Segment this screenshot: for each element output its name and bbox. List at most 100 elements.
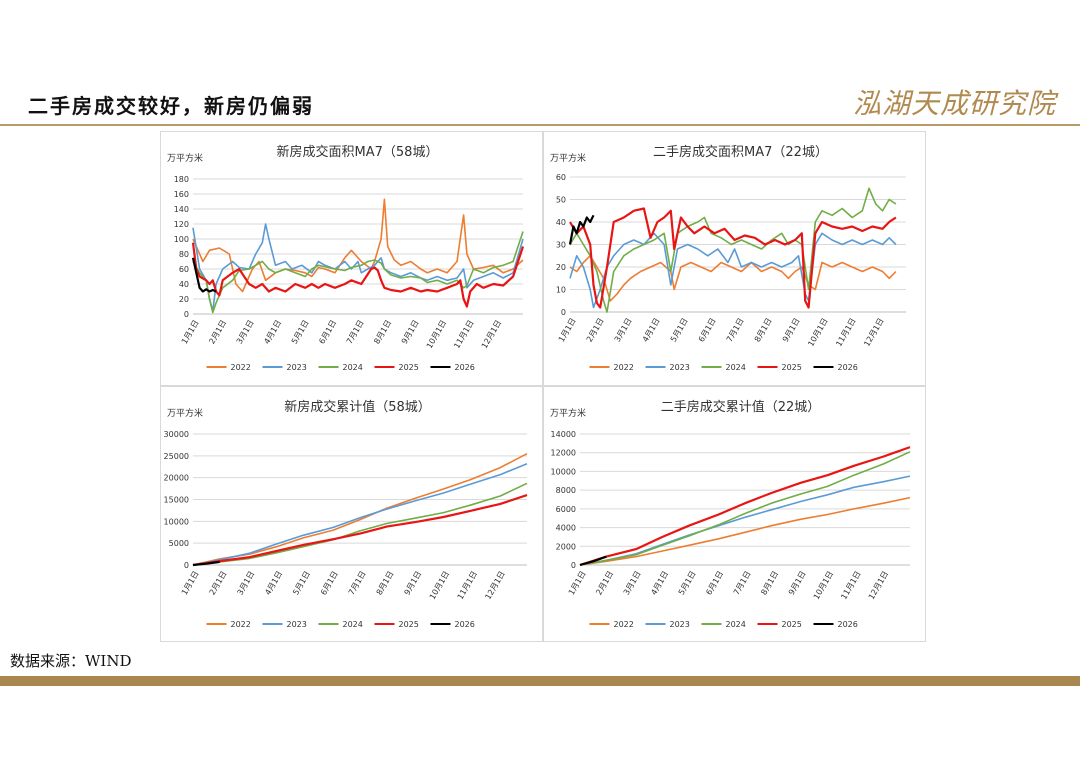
- series-line-2026: [191, 257, 217, 293]
- y-tick-label: 120: [174, 220, 189, 229]
- x-tick-label: 1月1日: [180, 570, 201, 597]
- legend-label: 2024: [343, 620, 363, 629]
- x-tick-label: 4月1日: [641, 317, 662, 344]
- y-tick-label: 20: [179, 295, 189, 304]
- y-tick-label: 20: [556, 263, 566, 272]
- chart-title: 二手房成交累计值（22城）: [661, 399, 821, 415]
- legend-label: 2022: [614, 620, 634, 629]
- y-tick-label: 140: [174, 205, 189, 214]
- series-line-2025: [569, 207, 897, 309]
- x-tick-label: 5月1日: [291, 570, 312, 597]
- series-line-2024: [192, 482, 528, 566]
- y-tick-label: 30000: [164, 430, 189, 439]
- x-tick-label: 5月1日: [677, 570, 698, 597]
- y-tick-label: 12000: [551, 449, 576, 458]
- chart-panel-second-hand-cumulative: 二手房成交累计值（22城） 万平方米 0 2000 4000 6000 8000 10000 1…: [543, 386, 926, 642]
- legend-label: 2026: [838, 620, 858, 629]
- chart-new-home-ma7: 新房成交面积MA7（58城） 万平方米 0 20 40 60 80 100 120 140 160 1…: [167, 144, 525, 372]
- y-tick-label: 10000: [164, 517, 189, 526]
- chart-second-hand-cumulative: 二手房成交累计值（22城） 万平方米 0 2000 4000 6000 8000 10000 1…: [550, 399, 911, 629]
- legend-label: 2023: [287, 620, 307, 629]
- series-line-2024: [579, 451, 911, 566]
- legend-label: 2025: [782, 620, 802, 629]
- series-line-2026: [568, 214, 595, 245]
- footer-bar: [0, 676, 1080, 686]
- y-tick-label: 0: [561, 308, 566, 317]
- legend-label: 2024: [343, 363, 363, 372]
- x-tick-label: 4月1日: [649, 570, 670, 597]
- legend-label: 2023: [670, 363, 690, 372]
- y-tick-label: 10: [556, 286, 566, 295]
- chart-new-home-cumulative: 新房成交累计值（58城） 万平方米 0 5000 10000 15000 20000 2500…: [164, 399, 528, 629]
- x-tick-label: 10月1日: [428, 570, 451, 602]
- x-tick-label: 2月1日: [585, 317, 606, 344]
- x-tick-label: 2月1日: [207, 319, 228, 346]
- x-tick-label: 12月1日: [862, 317, 885, 349]
- series-line-2025: [579, 446, 911, 567]
- x-tick-label: 5月1日: [669, 317, 690, 344]
- chart-panel-second-hand-ma7: 二手房成交面积MA7（22城） 万平方米 0 10 20 30 40 50 60 1月1日 2月1日…: [543, 131, 926, 386]
- y-tick-label: 2000: [556, 542, 576, 551]
- y-tick-label: 50: [556, 196, 566, 205]
- y-tick-label: 40: [556, 218, 566, 227]
- x-tick-label: 8月1日: [759, 570, 780, 597]
- y-tick-label: 60: [179, 265, 189, 274]
- y-tick-label: 14000: [551, 430, 576, 439]
- x-tick-label: 9月1日: [403, 570, 424, 597]
- x-tick-label: 10月1日: [425, 319, 448, 351]
- x-tick-label: 12月1日: [483, 570, 506, 602]
- series-line-2022: [192, 198, 524, 293]
- x-tick-label: 9月1日: [400, 319, 421, 346]
- x-tick-label: 5月1日: [290, 319, 311, 346]
- series-line-2022: [192, 452, 528, 566]
- series-line-2024: [569, 187, 897, 313]
- y-tick-label: 5000: [169, 539, 189, 548]
- x-tick-label: 12月1日: [867, 570, 890, 602]
- y-axis-unit: 万平方米: [550, 407, 586, 419]
- x-tick-label: 9月1日: [787, 570, 808, 597]
- series-line-2022: [579, 496, 911, 566]
- y-tick-label: 40: [179, 280, 189, 289]
- y-tick-label: 20000: [164, 474, 189, 483]
- x-tick-label: 9月1日: [781, 317, 802, 344]
- y-tick-label: 180: [174, 175, 189, 184]
- y-axis-unit: 万平方米: [167, 407, 203, 419]
- legend-label: 2024: [726, 620, 746, 629]
- x-tick-label: 2月1日: [594, 570, 615, 597]
- x-tick-label: 6月1日: [319, 570, 340, 597]
- company-logo: 泓湖天成研究院: [852, 87, 1056, 120]
- series-line-2025: [192, 494, 528, 567]
- y-tick-label: 15000: [164, 496, 189, 505]
- y-tick-label: 0: [184, 310, 189, 319]
- legend-label: 2023: [670, 620, 690, 629]
- chart-second-hand-ma7: 二手房成交面积MA7（22城） 万平方米 0 10 20 30 40 50 60 1月1日 2月1日…: [550, 144, 906, 372]
- legend-label: 2026: [455, 363, 475, 372]
- series-line-2023: [192, 223, 524, 312]
- legend-label: 2022: [231, 363, 251, 372]
- y-tick-label: 60: [556, 173, 566, 182]
- x-tick-label: 2月1日: [208, 570, 229, 597]
- y-tick-label: 160: [174, 190, 189, 199]
- y-tick-label: 100: [174, 235, 189, 244]
- legend-label: 2026: [455, 620, 475, 629]
- legend-label: 2024: [726, 363, 746, 372]
- x-tick-label: 7月1日: [725, 317, 746, 344]
- page-title: 二手房成交较好，新房仍偏弱: [28, 94, 314, 118]
- y-tick-label: 0: [184, 561, 189, 570]
- y-tick-label: 4000: [556, 524, 576, 533]
- x-tick-label: 8月1日: [753, 317, 774, 344]
- y-axis-unit: 万平方米: [550, 152, 586, 164]
- chart-panel-new-home-ma7: 新房成交面积MA7（58城） 万平方米 0 20 40 60 80 100 120 140 160 1…: [160, 131, 543, 386]
- y-tick-label: 25000: [164, 452, 189, 461]
- x-tick-label: 7月1日: [732, 570, 753, 597]
- x-tick-label: 4月1日: [262, 319, 283, 346]
- x-tick-label: 1月1日: [567, 570, 588, 597]
- series-line-2026: [192, 560, 220, 567]
- x-tick-label: 4月1日: [263, 570, 284, 597]
- series-line-2025: [191, 242, 525, 308]
- x-tick-label: 10月1日: [806, 317, 829, 349]
- x-tick-label: 6月1日: [697, 317, 718, 344]
- x-tick-label: 8月1日: [375, 570, 396, 597]
- x-tick-label: 11月1日: [452, 319, 475, 351]
- x-tick-label: 3月1日: [613, 317, 634, 344]
